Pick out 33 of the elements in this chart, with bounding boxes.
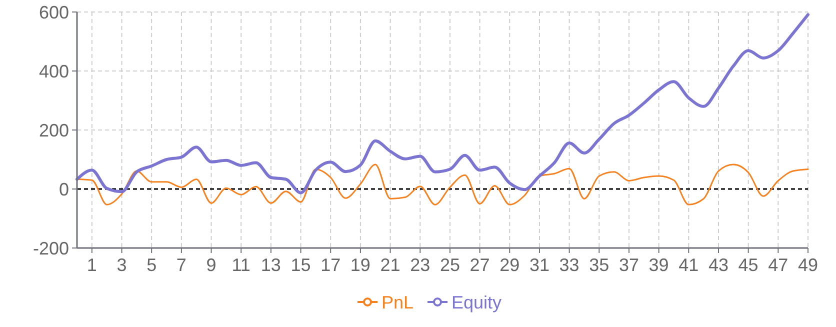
x-tick-label: 11	[232, 255, 250, 275]
x-tick-label: 9	[206, 255, 216, 275]
x-tick-label: 19	[350, 255, 370, 275]
x-tick-label: 47	[768, 255, 788, 275]
x-tick-label: 33	[559, 255, 580, 275]
x-tick-label: 3	[116, 255, 127, 275]
x-tick-label: 5	[146, 255, 157, 275]
y-tick-label: 600	[38, 2, 69, 22]
x-tick-label: 25	[440, 255, 460, 275]
x-tick-label: 7	[176, 255, 186, 275]
x-tick-label: 21	[380, 255, 400, 275]
line-series	[76, 164, 809, 206]
x-tick-label: 13	[260, 255, 281, 275]
x-tick-label: 23	[410, 255, 430, 275]
x-tick-label: 35	[589, 255, 610, 275]
x-tick-label: 31	[529, 255, 550, 275]
y-tick-label: 400	[38, 61, 69, 82]
y-tick-label: -200	[32, 238, 69, 258]
x-tick-label: 49	[798, 255, 818, 275]
x-tick-label: 37	[618, 255, 639, 275]
y-tick-label: 200	[38, 120, 69, 140]
x-tick-label: 43	[708, 255, 729, 275]
x-tick-label: 39	[648, 255, 669, 275]
x-tick-label: 17	[320, 255, 341, 275]
x-tick-label: 1	[86, 255, 97, 275]
x-tick-label: 45	[738, 255, 758, 275]
x-tick-label: 27	[470, 255, 490, 275]
x-tick-label: 29	[500, 255, 520, 275]
legend-label: Equity	[452, 292, 502, 312]
y-tick-label: 0	[58, 179, 69, 200]
x-tick-label: 15	[290, 255, 311, 275]
legend-label: PnL	[382, 292, 414, 312]
x-tick-label: 41	[678, 255, 699, 275]
